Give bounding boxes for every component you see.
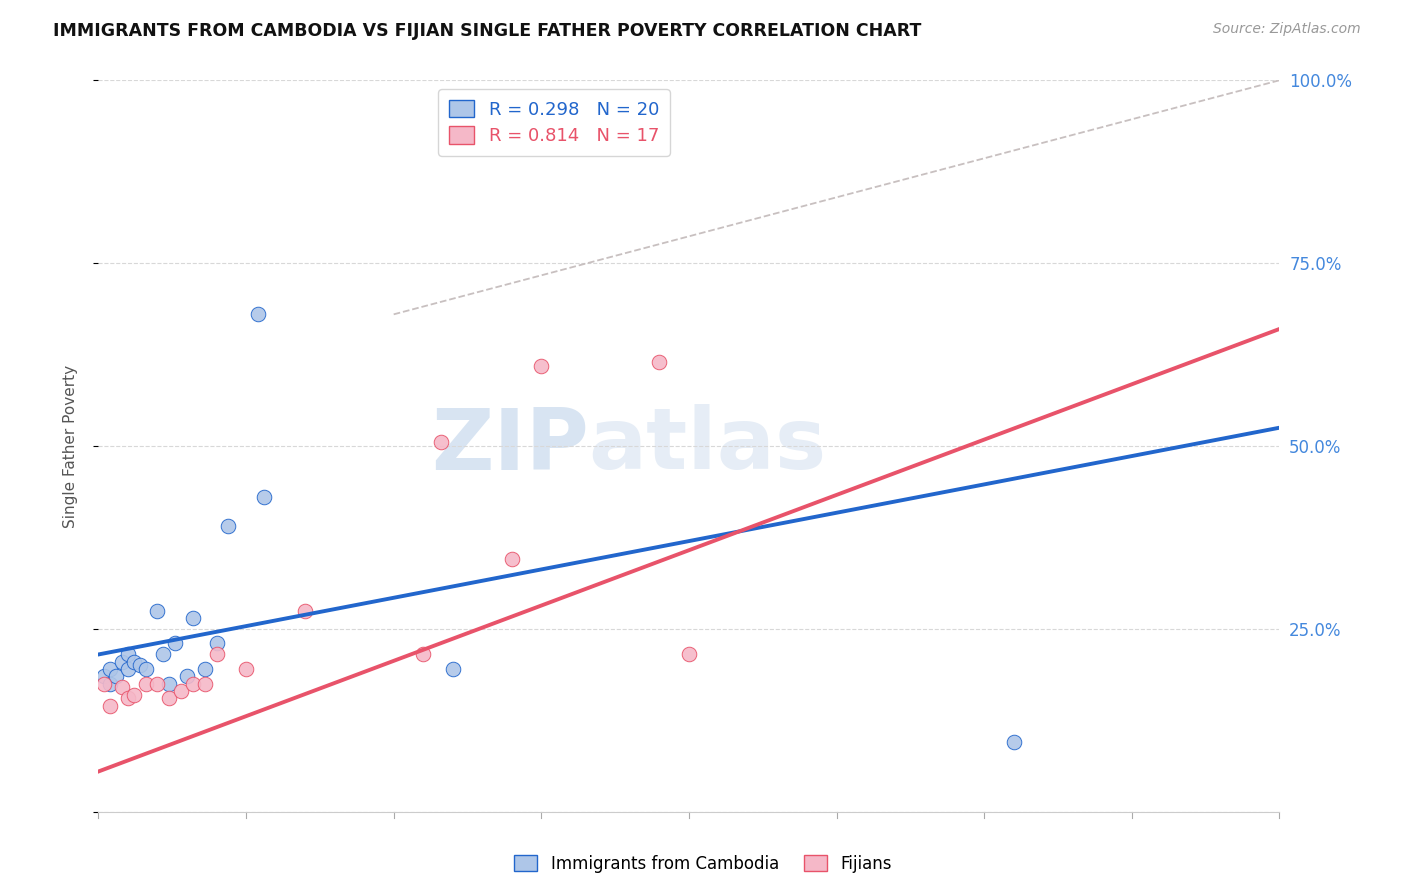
Point: [294, 603, 316, 617]
Point: [135, 676, 157, 690]
Point: [122, 688, 145, 702]
Point: [128, 658, 150, 673]
Point: [430, 435, 453, 450]
Point: [135, 662, 157, 676]
Text: Source: ZipAtlas.com: Source: ZipAtlas.com: [1213, 22, 1361, 37]
Point: [253, 490, 276, 504]
Point: [205, 636, 228, 650]
Point: [146, 603, 169, 617]
Point: [157, 691, 180, 706]
Point: [235, 662, 257, 676]
Point: [111, 655, 134, 669]
Point: [165, 636, 187, 650]
Point: [146, 676, 169, 690]
Point: [152, 648, 174, 662]
Point: [181, 676, 204, 690]
Point: [98, 676, 121, 690]
Point: [441, 662, 464, 676]
Point: [176, 669, 198, 683]
Point: [412, 648, 434, 662]
Text: atlas: atlas: [589, 404, 827, 488]
Point: [117, 648, 139, 662]
Point: [194, 662, 217, 676]
Point: [678, 648, 700, 662]
Point: [181, 611, 204, 625]
Point: [157, 676, 180, 690]
Point: [98, 662, 121, 676]
Point: [98, 698, 121, 713]
Text: ZIP: ZIP: [430, 404, 589, 488]
Point: [105, 669, 128, 683]
Legend: R = 0.298   N = 20, R = 0.814   N = 17: R = 0.298 N = 20, R = 0.814 N = 17: [439, 89, 669, 156]
Text: IMMIGRANTS FROM CAMBODIA VS FIJIAN SINGLE FATHER POVERTY CORRELATION CHART: IMMIGRANTS FROM CAMBODIA VS FIJIAN SINGL…: [53, 22, 922, 40]
Point: [194, 676, 217, 690]
Point: [117, 662, 139, 676]
Point: [205, 648, 228, 662]
Point: [246, 307, 269, 321]
Point: [93, 676, 115, 690]
Point: [93, 669, 115, 683]
Point: [217, 519, 239, 533]
Legend: Immigrants from Cambodia, Fijians: Immigrants from Cambodia, Fijians: [508, 848, 898, 880]
Point: [648, 355, 671, 369]
Point: [1002, 735, 1025, 749]
Point: [170, 684, 193, 698]
Point: [501, 552, 523, 566]
Point: [122, 655, 145, 669]
Point: [111, 681, 134, 695]
Y-axis label: Single Father Poverty: Single Father Poverty: [63, 365, 77, 527]
Point: [530, 359, 553, 373]
Point: [117, 691, 139, 706]
